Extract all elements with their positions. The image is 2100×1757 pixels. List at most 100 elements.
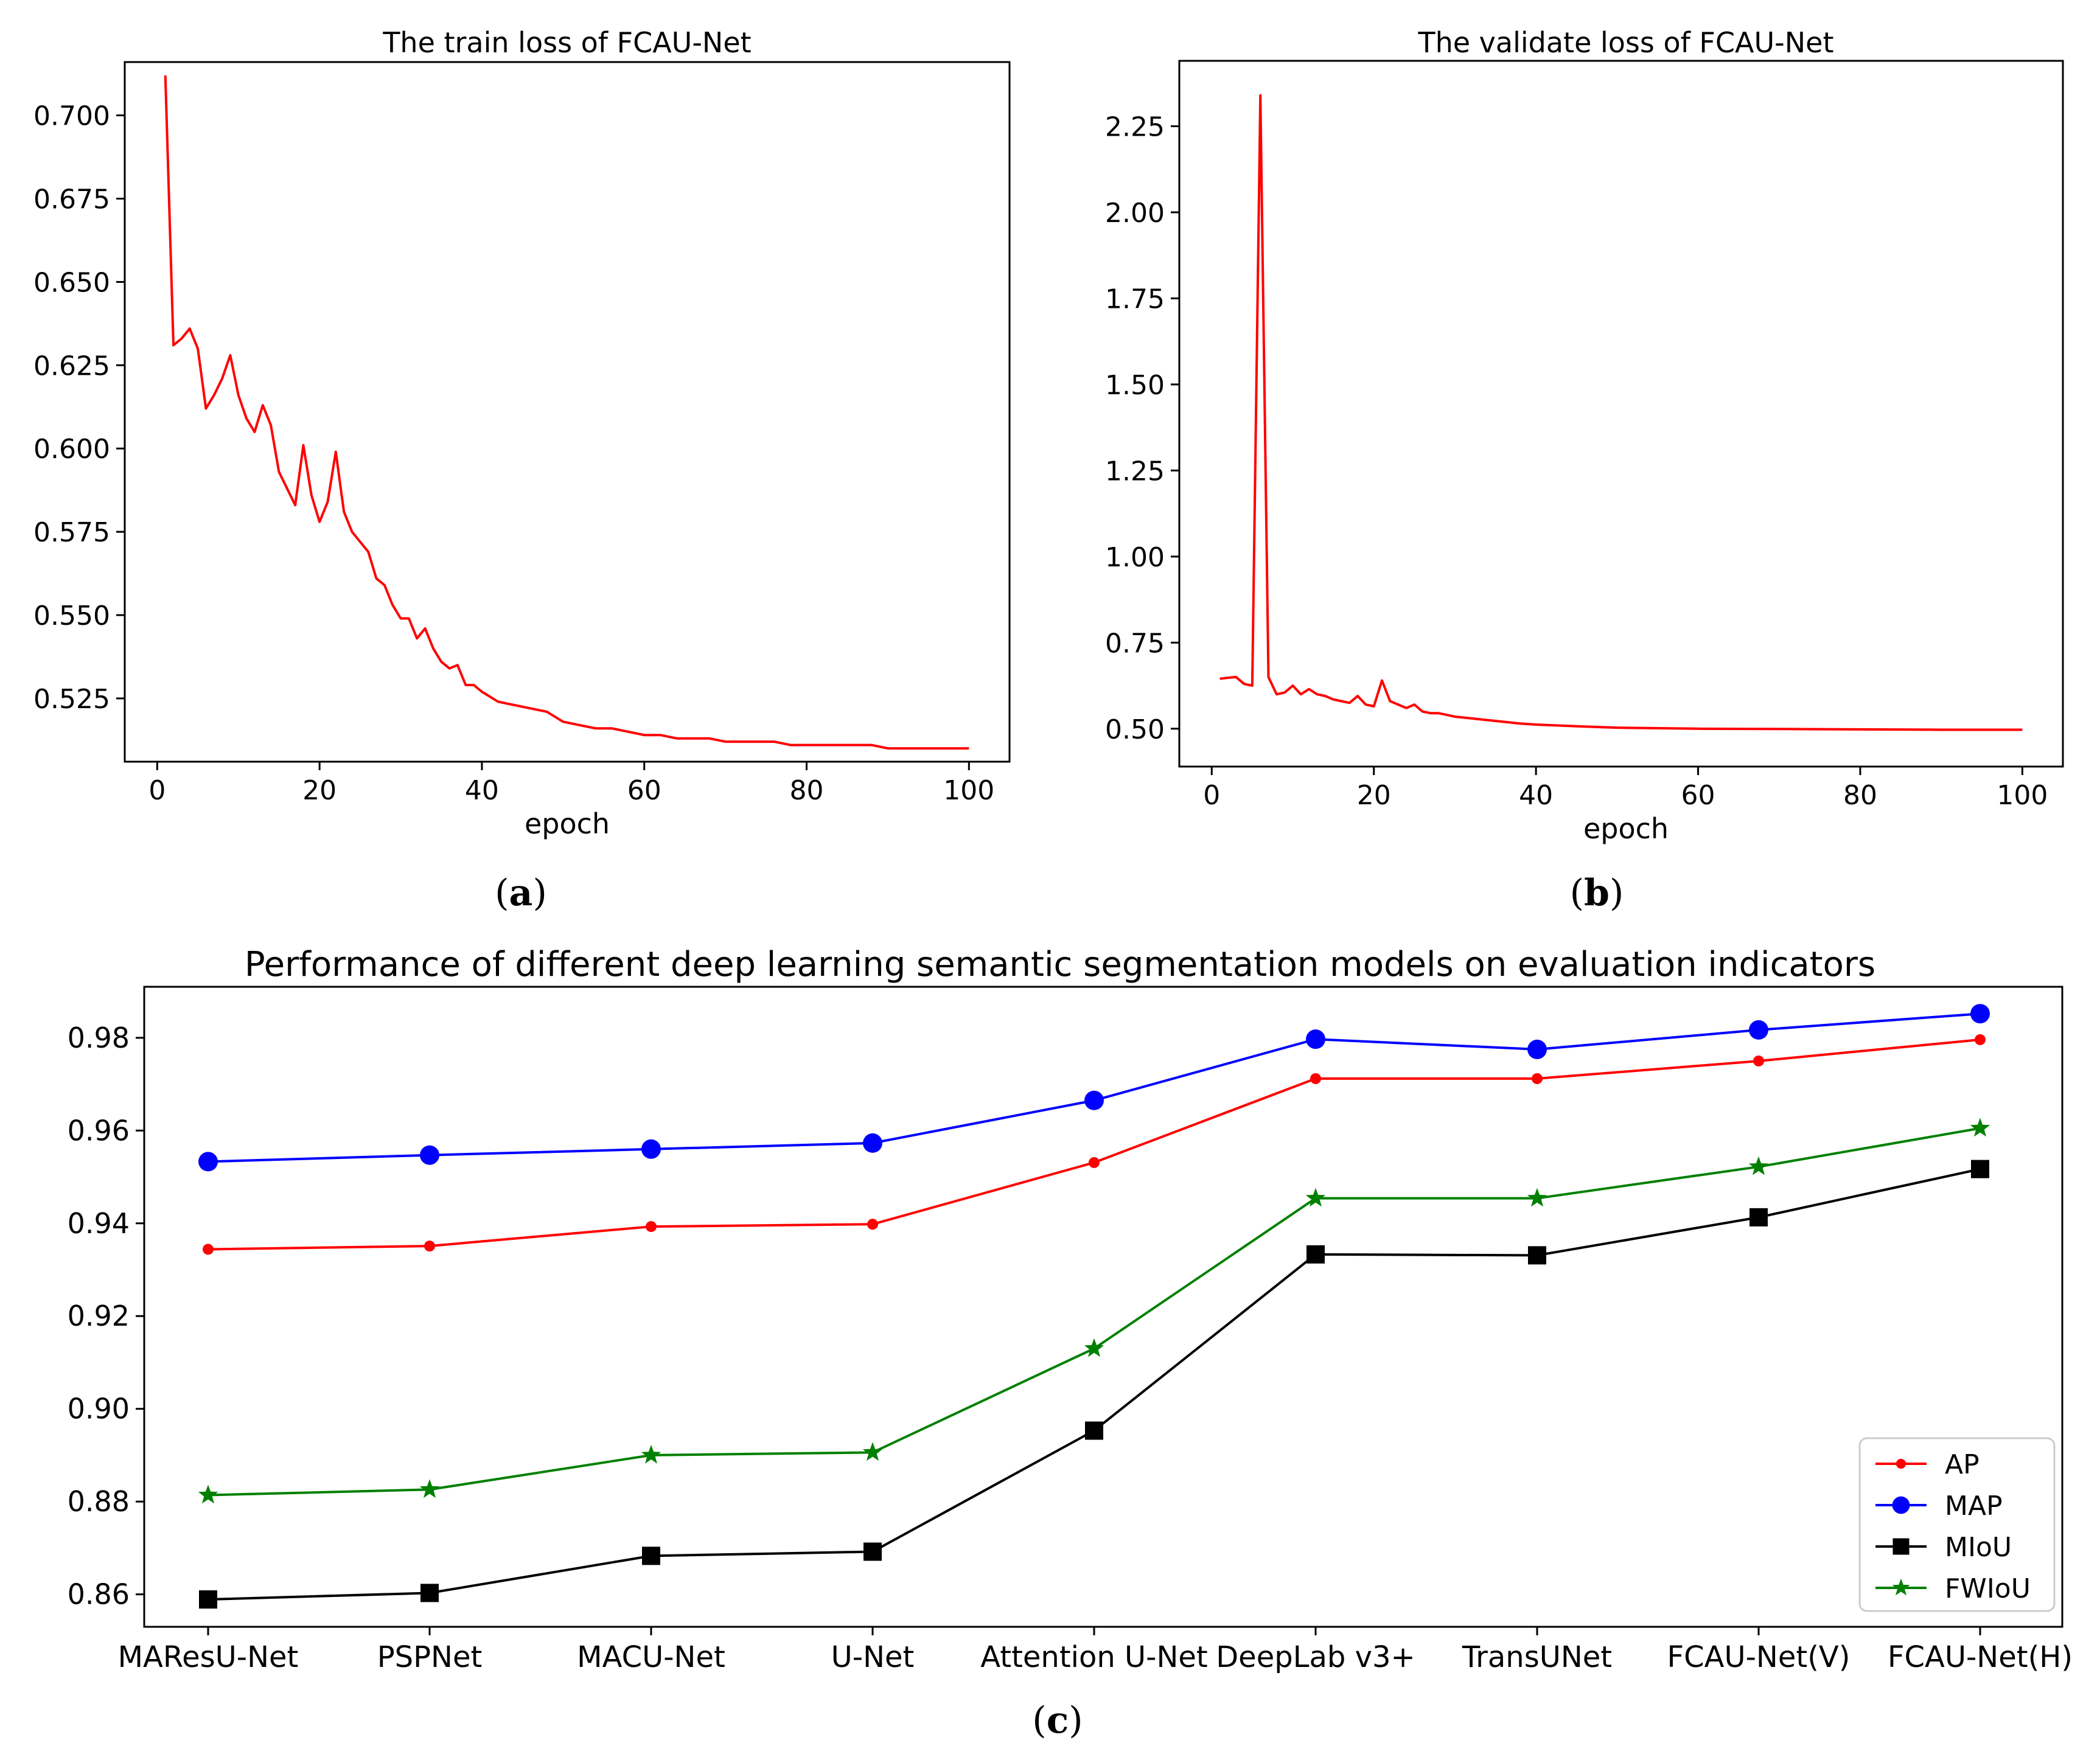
- chart-c-point-fwiou: [641, 1444, 661, 1464]
- chart-c-y-axis: 0.86 0.88 0.90 0.92 0.94 0.96 0.98: [68, 1021, 144, 1611]
- chart-c-category-label: MACU-Net: [577, 1640, 725, 1674]
- chart-b-plot-frame: [1178, 60, 2064, 768]
- chart-a-x-tick-label: 80: [790, 775, 824, 806]
- chart-b-y-tick-label: 1.25: [1105, 456, 1165, 487]
- chart-c-point-fwiou: [419, 1479, 440, 1498]
- chart-a-title: The train loss of FCAU-Net: [382, 26, 751, 59]
- chart-a-y-tick-label: 0.650: [33, 267, 110, 298]
- chart-a-x-tick-label: 20: [302, 775, 337, 806]
- chart-b-y-tick-label: 2.25: [1105, 112, 1165, 143]
- chart-c-point-fwiou: [1748, 1156, 1769, 1175]
- chart-c-category-label: PSPNet: [377, 1640, 483, 1674]
- chart-c-y-tick-label: 0.96: [68, 1114, 130, 1147]
- chart-b-y-tick-label: 1.00: [1105, 542, 1165, 573]
- chart-c-point-miou: [642, 1547, 660, 1565]
- chart-b-y-tick-label: 0.75: [1105, 628, 1165, 659]
- legend-marker-ap: [1896, 1458, 1906, 1469]
- caption-b: (b): [1570, 872, 1624, 914]
- chart-b-y-axis: 0.50 0.75 1.00 1.25 1.50 1.75 2.00 2.25: [1105, 112, 1179, 745]
- legend-label-fwiou: FWIoU: [1945, 1573, 2031, 1604]
- chart-b-y-tick-label: 2.00: [1105, 198, 1165, 229]
- chart-b-x-tick-label: 20: [1357, 780, 1391, 811]
- chart-c-point-ap: [646, 1221, 657, 1233]
- chart-c-point-map: [1970, 1004, 1990, 1024]
- chart-a-y-tick-label: 0.675: [33, 184, 110, 215]
- chart-c-series-map: [198, 1004, 1990, 1172]
- chart-b-x-tick-label: 0: [1203, 780, 1220, 811]
- legend-item-fwiou: FWIoU: [1875, 1573, 2031, 1604]
- chart-c-series-fwiou: [198, 1118, 1990, 1504]
- chart-b-line-validate-loss: [1219, 94, 2023, 731]
- chart-c-title: Performance of different deep learning s…: [245, 945, 1875, 984]
- legend-box: [1858, 1437, 2056, 1612]
- chart-c-point-miou: [420, 1584, 439, 1602]
- chart-a-y-tick-label: 0.625: [33, 350, 110, 381]
- chart-c-line-ap: [208, 1038, 1981, 1251]
- chart-b-y-tick-label: 1.50: [1105, 370, 1165, 401]
- chart-a-x-tick-label: 60: [627, 775, 661, 806]
- chart-c-line-map: [208, 1012, 1981, 1163]
- chart-c-point-map: [1749, 1020, 1768, 1040]
- caption-c: (c): [1032, 1699, 1083, 1742]
- chart-performance: Performance of different deep learning s…: [68, 945, 2073, 1674]
- chart-c-category-label: TransUNet: [1462, 1640, 1612, 1674]
- chart-c-category-label: MAResU-Net: [118, 1640, 299, 1674]
- chart-train-loss: The train loss of FCAU-Net 0.5250.5500.5…: [33, 26, 1011, 840]
- chart-c-legend: AP MAP MIoU FWIoU: [1858, 1437, 2056, 1612]
- chart-c-point-map: [198, 1152, 218, 1172]
- chart-c-point-ap: [867, 1219, 878, 1230]
- chart-a-x-tick-label: 40: [465, 775, 499, 806]
- chart-c-point-ap: [1310, 1073, 1321, 1084]
- legend-label-ap: AP: [1945, 1449, 1980, 1480]
- legend-marker-miou: [1892, 1538, 1910, 1555]
- chart-b-series: [1219, 94, 2023, 731]
- chart-c-point-map: [420, 1145, 439, 1165]
- chart-a-x-tick-label: 100: [943, 775, 994, 806]
- chart-b-x-axis-label: epoch: [1583, 812, 1669, 845]
- chart-c-point-map: [641, 1139, 661, 1159]
- chart-b-x-axis: 0 20 40 60 80 100: [1203, 767, 2048, 811]
- chart-b-y-tick-label: 1.75: [1105, 284, 1165, 315]
- legend-label-map: MAP: [1945, 1491, 2003, 1522]
- chart-c-point-map: [1084, 1090, 1104, 1110]
- chart-c-point-miou: [863, 1542, 882, 1561]
- chart-a-series: [164, 75, 969, 750]
- chart-c-x-axis: MAResU-Net PSPNet MACU-Net U-Net Attention U…: [118, 1627, 2073, 1674]
- chart-a-x-axis: 0 20 40 60 80 100: [148, 762, 994, 806]
- chart-b-title: The validate loss of FCAU-Net: [1418, 26, 1834, 59]
- chart-c-point-ap: [424, 1240, 435, 1252]
- chart-c-point-fwiou: [198, 1484, 218, 1504]
- chart-c-line-miou: [208, 1167, 1981, 1601]
- chart-a-y-tick-label: 0.525: [33, 684, 110, 715]
- chart-a-plot-frame: [124, 61, 1011, 763]
- chart-c-point-ap: [1753, 1055, 1764, 1066]
- chart-c-point-fwiou: [1084, 1338, 1104, 1357]
- chart-a-x-tick-label: 0: [148, 775, 166, 806]
- legend-marker-map: [1892, 1496, 1910, 1514]
- chart-c-y-tick-label: 0.92: [68, 1299, 130, 1332]
- chart-c-category-label: FCAU-Net(V): [1667, 1640, 1851, 1674]
- chart-b-x-tick-label: 60: [1681, 780, 1715, 811]
- chart-b-x-tick-label: 100: [1997, 780, 2048, 811]
- chart-a-y-tick-label: 0.575: [33, 517, 110, 548]
- chart-c-series-ap: [203, 1034, 1986, 1255]
- chart-c-point-ap: [1532, 1073, 1543, 1084]
- chart-c-y-tick-label: 0.98: [68, 1021, 130, 1054]
- chart-c-point-fwiou: [1970, 1118, 1990, 1137]
- chart-a-y-tick-label: 0.700: [33, 101, 110, 132]
- chart-c-point-miou: [1085, 1421, 1103, 1440]
- chart-c-y-tick-label: 0.90: [68, 1393, 130, 1425]
- chart-b-y-tick-label: 0.50: [1105, 714, 1165, 745]
- legend-item-map: MAP: [1875, 1491, 2003, 1522]
- chart-c-point-map: [1306, 1029, 1325, 1049]
- chart-c-point-ap: [1975, 1034, 1986, 1045]
- chart-c-category-label: Attention U-Net: [980, 1640, 1208, 1674]
- chart-c-plot-frame: [143, 986, 2063, 1628]
- chart-c-point-miou: [1528, 1246, 1546, 1265]
- chart-c-point-fwiou: [862, 1442, 883, 1461]
- caption-a: (a): [495, 872, 547, 914]
- chart-c-series: [198, 1004, 1990, 1609]
- chart-c-point-fwiou: [1305, 1188, 1326, 1207]
- chart-c-category-label: U-Net: [831, 1640, 915, 1674]
